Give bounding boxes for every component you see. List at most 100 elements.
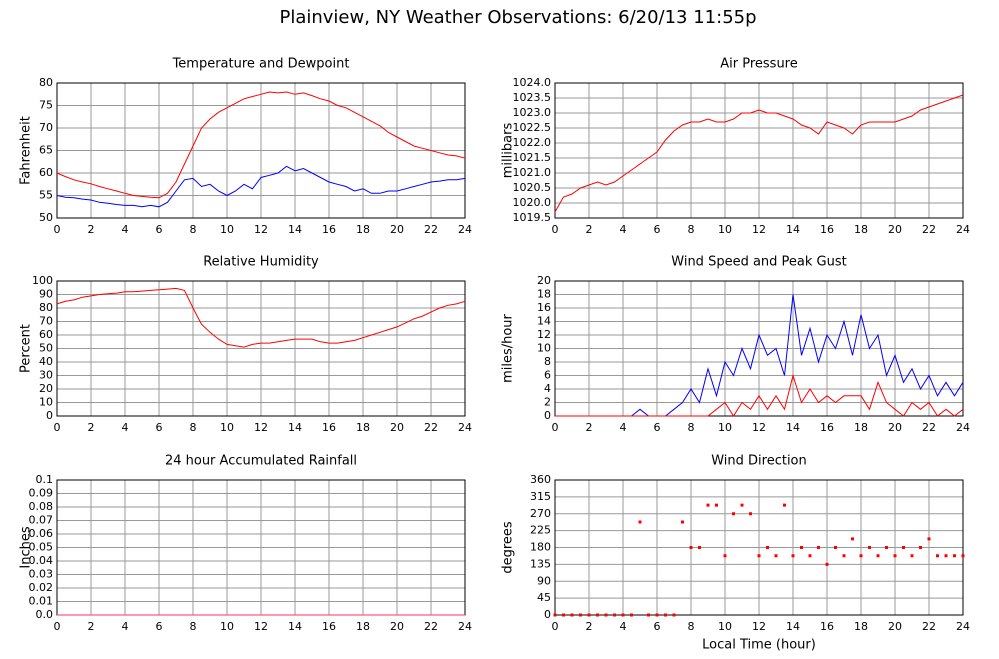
y-tick-label: 0.0: [36, 608, 54, 621]
plot-frame: [554, 479, 964, 616]
x-tick-label: 12: [254, 223, 268, 236]
y-tick-label: 80: [39, 76, 53, 89]
y-tick-label: 10: [537, 342, 551, 355]
data-line: [555, 373, 964, 417]
y-tick-label: 1022.0: [513, 136, 552, 149]
data-point: [800, 546, 803, 549]
y-tick-label: 18: [537, 288, 551, 301]
data-point: [927, 537, 931, 541]
y-tick-label: 0: [46, 409, 53, 422]
y-tick-label: 0: [544, 409, 551, 422]
plot-frame: [56, 82, 466, 219]
y-tick-label: 0.07: [29, 514, 54, 527]
x-tick-label: 24: [956, 223, 970, 236]
data-point: [689, 546, 693, 549]
data-point: [919, 546, 922, 549]
x-tick-label: 12: [752, 223, 766, 236]
data-point: [859, 554, 863, 558]
x-tick-label: 22: [424, 421, 438, 434]
data-point: [825, 562, 829, 566]
x-tick-label: 18: [356, 223, 370, 236]
x-tick-label: 6: [654, 223, 661, 236]
x-tick-label: 16: [820, 620, 834, 633]
data-point: [910, 554, 914, 558]
x-tick-label: 2: [88, 421, 95, 434]
y-tick-label: 0: [544, 608, 551, 621]
x-tick-label: 18: [854, 620, 868, 633]
y-tick-label: 70: [39, 121, 53, 134]
y-tick-label: 0.03: [29, 568, 54, 581]
x-tick-label: 24: [956, 620, 970, 633]
x-tick-label: 22: [424, 620, 438, 633]
x-tick-label: 8: [190, 223, 197, 236]
data-point: [613, 613, 616, 617]
data-point: [604, 613, 608, 617]
x-tick-label: 10: [220, 620, 234, 633]
x-tick-label: 22: [922, 223, 936, 236]
x-tick-label: 18: [854, 421, 868, 434]
x-tick-label: 20: [390, 620, 404, 633]
y-tick-label: 30: [39, 369, 53, 382]
x-tick-label: 2: [586, 421, 593, 434]
panel-title: Temperature and Dewpoint: [172, 57, 350, 72]
y-tick-label: 1024.0: [513, 76, 552, 89]
data-point: [944, 554, 948, 558]
panel-title: Wind Direction: [711, 454, 807, 469]
data-point: [596, 613, 599, 617]
x-tick-label: 24: [458, 223, 472, 236]
x-tick-label: 6: [156, 620, 163, 633]
y-tick-label: 12: [537, 328, 551, 341]
data-point: [851, 537, 854, 541]
x-tick-label: 18: [356, 620, 370, 633]
plot-frame: [554, 82, 964, 219]
x-tick-label: 12: [752, 421, 766, 434]
x-tick-label: 4: [122, 421, 129, 434]
y-tick-label: 0.09: [29, 487, 54, 500]
y-axis-label: miles/hour: [501, 313, 516, 382]
data-point: [766, 546, 769, 549]
data-point: [672, 613, 676, 617]
x-tick-label: 6: [654, 620, 661, 633]
data-point: [570, 613, 574, 617]
data-point: [638, 520, 642, 524]
x-tick-label: 24: [458, 421, 472, 434]
panel-title: Relative Humidity: [203, 255, 319, 270]
y-tick-label: 4: [544, 382, 551, 395]
x-tick-label: 6: [156, 223, 163, 236]
y-tick-label: 1022.5: [513, 121, 552, 134]
data-point: [732, 512, 735, 516]
x-tick-label: 16: [820, 421, 834, 434]
x-tick-label: 18: [356, 421, 370, 434]
x-tick-label: 22: [922, 620, 936, 633]
panel-title: 24 hour Accumulated Rainfall: [165, 454, 357, 469]
data-point: [893, 554, 897, 558]
y-tick-label: 315: [530, 490, 551, 503]
y-tick-label: 40: [39, 355, 53, 368]
data-point: [774, 554, 778, 558]
y-tick-label: 0.02: [29, 581, 54, 594]
plot-frame: [56, 280, 466, 417]
y-tick-label: 1023.5: [513, 91, 552, 104]
data-line: [56, 165, 466, 208]
x-tick-label: 16: [322, 421, 336, 434]
y-tick-label: 80: [39, 301, 53, 314]
data-point: [630, 613, 633, 617]
data-point: [740, 503, 744, 507]
x-tick-label: 20: [888, 421, 902, 434]
page-title: Plainview, NY Weather Observations: 6/20…: [279, 7, 756, 28]
y-tick-label: 100: [32, 274, 53, 287]
data-point: [876, 554, 880, 558]
y-tick-label: 55: [39, 189, 53, 202]
x-tick-label: 2: [88, 223, 95, 236]
data-point: [783, 503, 786, 507]
plot-frame: [554, 280, 964, 417]
y-tick-label: 2: [544, 396, 551, 409]
data-point: [791, 554, 795, 558]
x-tick-label: 2: [88, 620, 95, 633]
x-tick-label: 8: [688, 421, 695, 434]
data-point: [961, 554, 965, 558]
data-point: [953, 554, 956, 558]
y-tick-label: 14: [537, 315, 551, 328]
data-point: [749, 512, 752, 516]
